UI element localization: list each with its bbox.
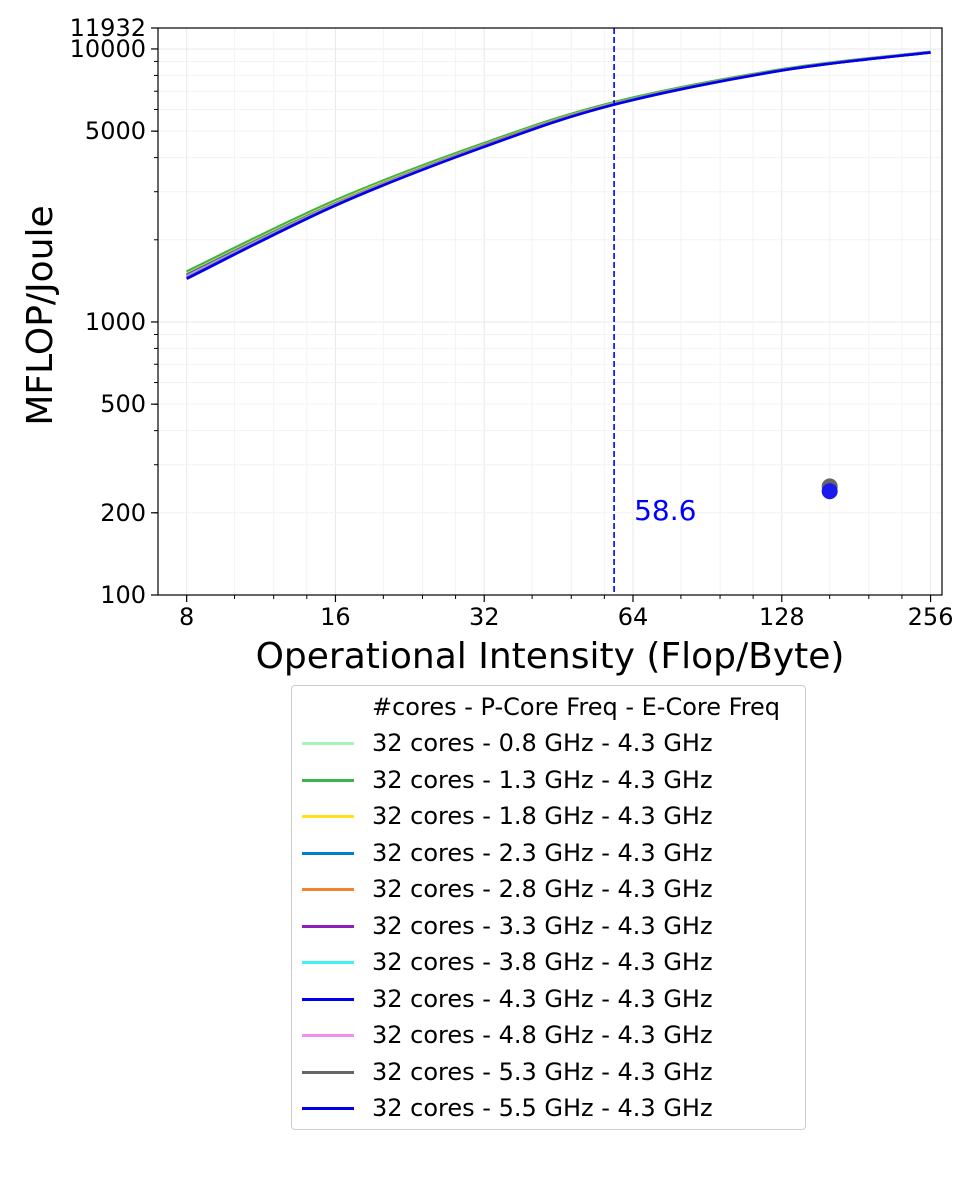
legend-label: 32 cores - 3.8 GHz - 4.3 GHz	[372, 948, 713, 976]
legend-swatch	[302, 1070, 354, 1074]
legend-title: #cores - P-Core Freq - E-Core Freq	[372, 693, 781, 721]
legend-label: 32 cores - 4.3 GHz - 4.3 GHz	[372, 984, 713, 1013]
legend-swatch	[302, 1107, 354, 1110]
plot-frame	[157, 27, 943, 596]
ridge-label: 58.6	[634, 494, 696, 527]
legend-swatch	[302, 778, 354, 782]
y-axis-title: MFLOP/Joule	[20, 205, 61, 425]
x-tick-label: 64	[618, 603, 649, 631]
legend-label: 32 cores - 5.5 GHz - 4.3 GHz	[372, 1094, 713, 1122]
x-axis-title: Operational Intensity (Flop/Byte)	[256, 636, 845, 677]
legend-label: 32 cores - 2.8 GHz - 4.3 GHz	[372, 875, 713, 903]
legend-label: 32 cores - 2.3 GHz - 4.3 GHz	[372, 838, 713, 867]
x-tick-label: 32	[469, 603, 500, 631]
measured-points	[821, 478, 838, 500]
grid	[158, 28, 942, 596]
legend-swatch	[302, 742, 354, 745]
x-axis-ticks: 8 16 32 64 128 256	[179, 595, 953, 631]
x-tick-label: 256	[908, 603, 954, 631]
series-line-6	[186, 51, 931, 277]
legend: #cores - P-Core Freq - E-Core Freq 32 co…	[291, 685, 806, 1130]
series-line-8	[186, 51, 931, 279]
legend-swatch	[302, 888, 354, 891]
series-line-9	[186, 51, 931, 279]
legend-label: 32 cores - 5.3 GHz - 4.3 GHz	[372, 1057, 713, 1086]
legend-label: 32 cores - 0.8 GHz - 4.3 GHz	[372, 729, 713, 757]
y-tick-label: 500	[100, 390, 146, 418]
ridge-point-marker: 58.6	[613, 28, 696, 595]
series-line-7	[186, 51, 931, 278]
series-line-5	[186, 50, 931, 277]
y-tick-label: 100	[100, 581, 146, 609]
y-tick-label: 5000	[85, 117, 146, 145]
series-line-1	[186, 50, 931, 273]
legend-swatch	[302, 924, 354, 928]
series-line-11	[186, 51, 931, 280]
legend-label: 32 cores - 1.8 GHz - 4.3 GHz	[372, 802, 713, 830]
roofline-chart: 58.6 8 16 32 64 128 256 100 200 500 1000 5000 1000…	[20, 14, 953, 677]
y-tick-label: 1000	[85, 308, 146, 336]
legend-swatch	[302, 997, 354, 1001]
x-tick-label: 16	[320, 603, 351, 631]
legend-label: 32 cores - 4.8 GHz - 4.3 GHz	[372, 1021, 713, 1049]
legend-swatch	[302, 1034, 354, 1037]
data-point-2	[821, 483, 838, 500]
y-tick-label: 10000	[70, 35, 146, 63]
y-tick-label: 200	[100, 499, 146, 527]
series-lines	[186, 50, 931, 280]
x-tick-label: 8	[179, 603, 194, 631]
legend-swatch	[302, 961, 354, 964]
series-line-4	[186, 50, 931, 276]
x-tick-label: 128	[759, 603, 805, 631]
series-line-10	[186, 51, 931, 280]
legend-swatch	[302, 851, 354, 855]
series-line-3	[186, 50, 931, 276]
legend-label: 32 cores - 3.3 GHz - 4.3 GHz	[372, 911, 713, 940]
legend-swatch	[302, 815, 354, 818]
legend-label: 32 cores - 1.3 GHz - 4.3 GHz	[372, 765, 713, 794]
y-tick-label: 11932	[70, 14, 146, 42]
series-line-2	[186, 50, 931, 273]
